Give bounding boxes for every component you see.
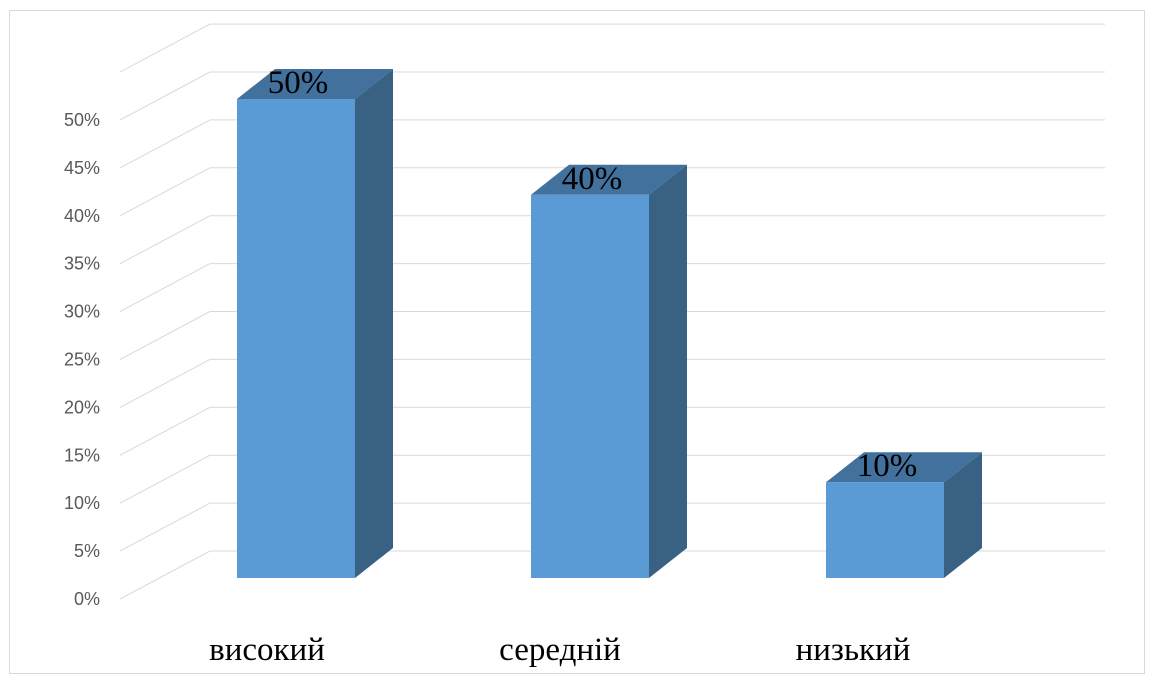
data-label: 10% bbox=[857, 448, 918, 484]
y-tick-label: 35% bbox=[64, 254, 100, 274]
gridline-diagonal bbox=[119, 406, 211, 456]
bar-top bbox=[237, 69, 393, 99]
y-tick-label: 45% bbox=[64, 158, 100, 178]
bar-side bbox=[355, 69, 393, 578]
gridline-diagonal bbox=[119, 311, 211, 360]
bar bbox=[531, 194, 649, 579]
category-label: низький bbox=[796, 632, 911, 668]
category-label: середній bbox=[499, 632, 621, 668]
y-tick-label: 40% bbox=[64, 206, 100, 226]
gridline-diagonal bbox=[119, 71, 211, 121]
data-label: 50% bbox=[268, 65, 329, 101]
y-tick-label: 20% bbox=[64, 397, 100, 417]
gridline-diagonal bbox=[119, 263, 211, 313]
gridline-diagonal bbox=[119, 215, 211, 265]
gridline-diagonal bbox=[119, 454, 211, 504]
gridline-diagonal bbox=[119, 358, 211, 408]
y-tick-label: 15% bbox=[64, 445, 100, 465]
gridline-diagonal bbox=[119, 119, 211, 169]
bar-side bbox=[944, 452, 982, 578]
bar-top bbox=[531, 164, 687, 195]
gridline-diagonal bbox=[119, 550, 211, 600]
data-label: 40% bbox=[562, 161, 623, 197]
y-tick-label: 5% bbox=[74, 541, 100, 561]
gridline-diagonal bbox=[119, 502, 211, 552]
y-tick-label: 30% bbox=[64, 302, 100, 322]
gridline-diagonal bbox=[119, 167, 211, 217]
bar bbox=[237, 99, 355, 578]
bar-top bbox=[826, 452, 982, 483]
y-tick-label: 0% bbox=[74, 589, 100, 609]
bar bbox=[826, 482, 944, 578]
bar-side bbox=[649, 164, 687, 579]
y-tick-label: 10% bbox=[64, 493, 100, 513]
gridline-diagonal bbox=[119, 23, 211, 73]
y-tick-label: 50% bbox=[64, 110, 100, 130]
category-label: високий bbox=[209, 632, 325, 668]
y-tick-label: 25% bbox=[64, 350, 100, 370]
